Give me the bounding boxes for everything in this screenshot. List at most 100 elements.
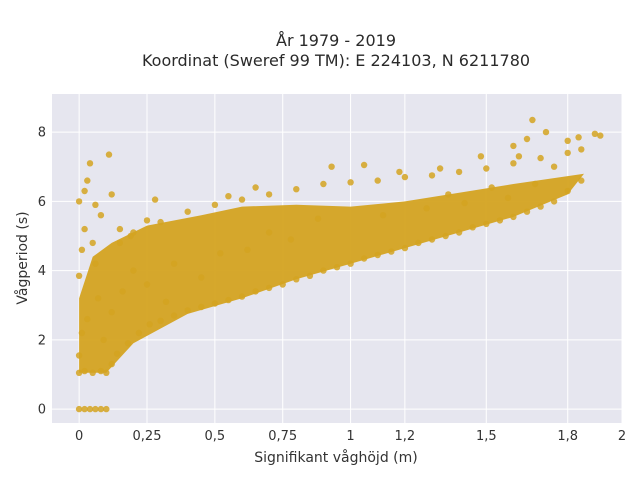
- x-tick-label-2: 0,5: [205, 429, 226, 444]
- x-tick-labels: 0 0,25 0,5 0,75 1 1,2 1,5 1,8 2: [75, 429, 626, 444]
- scatter-point-66: [550, 198, 558, 205]
- scatter-point-108: [461, 199, 468, 207]
- scatter-point-41: [211, 300, 219, 307]
- scatter-point-18: [81, 187, 88, 195]
- scatter-point-62: [496, 217, 504, 224]
- scatter-point-68: [578, 177, 585, 184]
- scatter-point-101: [523, 135, 531, 143]
- scatter-point-28: [105, 151, 113, 158]
- point-cloud-band: [79, 173, 584, 373]
- scatter-point-33: [113, 350, 121, 357]
- scatter-point-39: [184, 307, 191, 314]
- scatter-point-8: [89, 369, 96, 376]
- scatter-point-85: [537, 154, 544, 162]
- scatter-point-57: [428, 236, 436, 243]
- scatter-point-96: [591, 130, 599, 137]
- scatter-point-23: [108, 191, 115, 198]
- scatter-point-89: [396, 168, 403, 176]
- scatter-point-30: [84, 315, 91, 323]
- scatter-point-123: [488, 184, 495, 191]
- scatter-point-38: [170, 312, 178, 319]
- scatter-point-99: [529, 116, 536, 124]
- y-tick-label-2: 4: [38, 264, 46, 279]
- scatter-point-22: [97, 212, 105, 219]
- scatter-point-7: [81, 367, 88, 375]
- scatter-point-13: [78, 329, 86, 337]
- scatter-point-82: [455, 168, 463, 176]
- scatter-point-75: [265, 191, 273, 198]
- scatter-point-6: [75, 369, 83, 376]
- x-tick-label-6: 1,5: [476, 429, 497, 444]
- scatter-point-78: [347, 179, 354, 186]
- scatter-point-102: [597, 132, 604, 139]
- scatter-point-103: [217, 250, 224, 257]
- x-tick-label-3: 0,75: [268, 429, 297, 444]
- scatter-point-64: [523, 208, 531, 215]
- scatter-point-93: [550, 163, 558, 170]
- scatter-point-115: [162, 298, 170, 305]
- scatter-point-12: [75, 352, 83, 359]
- scatter-point-60: [469, 224, 476, 231]
- y-tick-label-0: 0: [38, 403, 46, 418]
- x-tick-label-4: 1: [346, 429, 354, 444]
- scatter-point-91: [477, 153, 485, 160]
- scatter-point-21: [92, 201, 99, 208]
- scatter-point-10: [103, 369, 110, 376]
- scatter-point-50: [333, 264, 341, 271]
- scatter-point-26: [143, 217, 151, 224]
- scatter-point-53: [374, 251, 381, 259]
- scatter-point-70: [130, 229, 137, 236]
- scatter-point-29: [89, 239, 96, 247]
- scatter-point-100: [510, 142, 517, 150]
- x-axis-title: Signifikant våghöjd (m): [254, 449, 417, 466]
- scatter-point-56: [415, 239, 422, 247]
- x-tick-label-8: 2: [618, 429, 626, 444]
- dense-point-region: [79, 173, 584, 373]
- scatter-point-45: [265, 284, 273, 292]
- scatter-point-63: [510, 213, 517, 221]
- scatter-point-87: [328, 163, 335, 170]
- scatter-point-65: [537, 203, 544, 210]
- x-tick-label-7: 1,8: [557, 429, 578, 444]
- scatter-point-1: [81, 405, 88, 413]
- scatter-point-119: [92, 260, 99, 267]
- scatter-point-15: [78, 246, 86, 253]
- scatter-point-92: [515, 153, 523, 160]
- scatter-point-16: [81, 225, 88, 233]
- y-tick-label-4: 8: [38, 126, 46, 141]
- scatter-point-31: [94, 295, 102, 302]
- scatter-point-86: [564, 149, 571, 157]
- scatter-point-105: [314, 215, 322, 222]
- scatter-point-71: [157, 218, 164, 226]
- scatter-point-47: [293, 276, 300, 283]
- scatter-point-4: [97, 405, 105, 413]
- scatter-point-59: [455, 229, 463, 236]
- scatter-point-88: [360, 161, 368, 169]
- scatter-point-14: [75, 272, 83, 279]
- scatter-point-110: [170, 260, 178, 267]
- scatter-point-90: [436, 165, 444, 172]
- scatter-point-24: [116, 225, 124, 233]
- scatter-point-94: [578, 146, 585, 153]
- scatter-point-11: [108, 360, 115, 368]
- scatter-point-36: [146, 321, 153, 328]
- scatter-point-35: [135, 329, 143, 337]
- scatter-point-48: [306, 272, 314, 279]
- scatter-point-118: [130, 267, 137, 274]
- scatter-point-124: [531, 180, 539, 188]
- scatter-point-76: [293, 186, 300, 193]
- scatter-point-74: [238, 196, 246, 203]
- scatter-point-34: [124, 340, 132, 347]
- scatter-point-51: [347, 260, 354, 267]
- scatter-point-46: [279, 281, 286, 288]
- chart-title-line-2: Koordinat (Sweref 99 TM): E 224103, N 62…: [142, 51, 530, 70]
- scatter-point-80: [401, 173, 409, 181]
- scatter-point-32: [100, 336, 107, 344]
- scatter-point-83: [483, 165, 490, 172]
- scatter-point-120: [252, 184, 259, 191]
- scatter-point-27: [151, 196, 159, 203]
- y-tick-label-3: 6: [38, 195, 46, 210]
- scatter-point-2: [86, 405, 94, 413]
- y-axis-title: Vågperiod (s): [14, 211, 31, 304]
